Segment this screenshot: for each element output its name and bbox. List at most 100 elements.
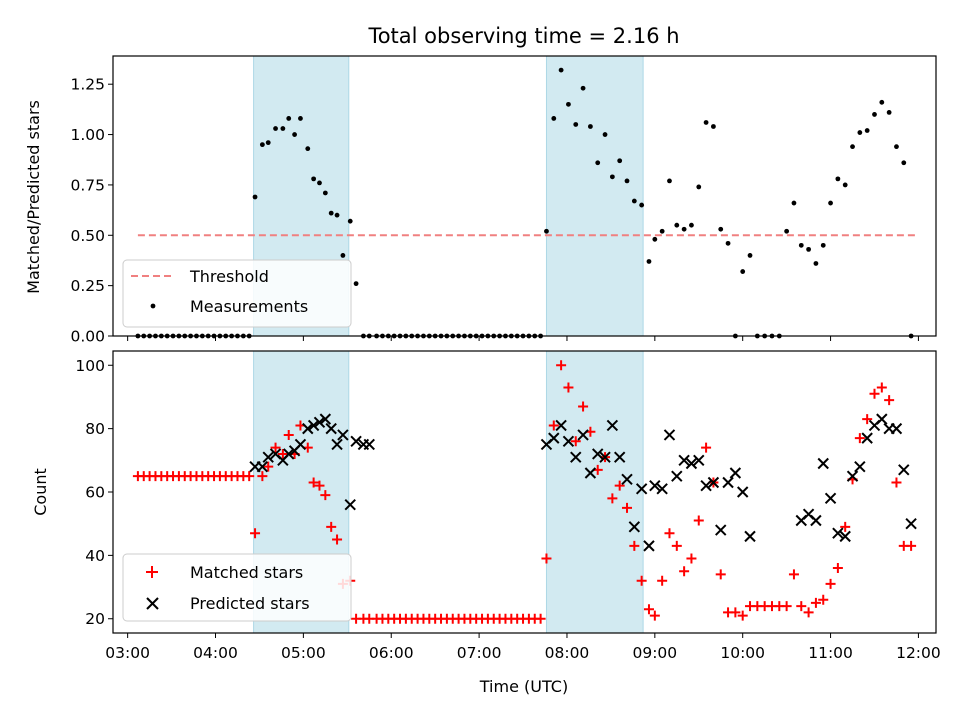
predicted-star-point xyxy=(584,467,597,479)
predicted-star-point xyxy=(890,422,903,435)
measurement-point xyxy=(725,240,731,246)
predicted-star-point xyxy=(693,454,705,467)
predicted-star-point xyxy=(715,524,727,536)
matched-star-point xyxy=(730,607,741,618)
predicted-star-point xyxy=(707,476,720,489)
bottom-x-axis-label: Time (UTC) xyxy=(479,677,568,696)
predicted-star-point xyxy=(283,448,295,460)
predicted-star-point xyxy=(729,467,742,479)
measurement-point xyxy=(689,222,694,228)
measurement-point xyxy=(259,142,265,148)
matched-star-point xyxy=(876,382,887,393)
measurement-point xyxy=(813,261,819,266)
measurement-point xyxy=(791,200,797,206)
y-tick-label: 0.50 xyxy=(70,227,105,245)
predicted-star-point xyxy=(744,530,756,543)
y-tick-label: 100 xyxy=(75,357,105,375)
x-tick-label: 11:00 xyxy=(808,644,853,662)
matched-star-point xyxy=(891,477,902,488)
predicted-star-point xyxy=(577,429,589,441)
predicted-star-point xyxy=(671,470,683,482)
matched-star-point xyxy=(277,448,288,459)
matched-star-point xyxy=(257,471,268,482)
matched-star-point xyxy=(840,521,851,532)
matched-star-point xyxy=(629,540,640,551)
predicted-star-point xyxy=(555,419,567,432)
bottom-legend: Matched stars Predicted stars xyxy=(122,553,352,622)
measurement-point xyxy=(328,210,334,216)
measurement-point xyxy=(747,253,753,258)
x-tick-label: 10:00 xyxy=(720,644,765,662)
y-tick-label: 0.75 xyxy=(70,176,105,194)
matched-star-point xyxy=(737,610,748,621)
measurement-point xyxy=(334,212,340,218)
measurement-point xyxy=(617,158,623,164)
predicted-star-point xyxy=(678,454,690,467)
measurement-point xyxy=(317,180,322,186)
matched-star-point xyxy=(283,429,294,440)
measurement-point xyxy=(587,124,593,129)
matched-star-point xyxy=(263,461,274,472)
measurement-point xyxy=(273,126,278,131)
predicted-star-point xyxy=(256,460,269,473)
measurement-point xyxy=(681,226,687,232)
matched-star-point xyxy=(332,534,343,545)
legend-predicted-swatch xyxy=(146,597,159,610)
measurement-point xyxy=(558,67,564,73)
matched-star-point xyxy=(657,575,668,586)
matched-star-point xyxy=(643,604,654,615)
predicted-star-point xyxy=(562,435,575,448)
matched-star-point xyxy=(664,528,675,539)
top-panel: 0.00 0.25 0.50 0.75 1.00 1.25 Total observing… xyxy=(24,24,937,346)
matched-star-point xyxy=(244,471,255,482)
measurement-point xyxy=(602,132,608,137)
matched-star-point xyxy=(832,563,843,574)
bottom-panel: 20 40 60 80 100 03:00 04:00 05:00 06:00 07:00 08:0… xyxy=(31,350,941,696)
top-legend: Threshold Measurements xyxy=(122,259,352,328)
y-tick-label: 1.25 xyxy=(70,76,105,94)
predicted-star-point xyxy=(861,432,873,444)
top-axes-frame xyxy=(112,55,937,337)
measurement-point xyxy=(872,112,877,117)
matched-star-point xyxy=(715,569,726,580)
top-ticks: 0.00 0.25 0.50 0.75 1.00 1.25 xyxy=(70,76,919,346)
measurement-point xyxy=(280,126,286,131)
predicted-star-point xyxy=(846,470,859,482)
measurement-point xyxy=(265,140,271,146)
y-tick-label: 80 xyxy=(85,420,105,438)
top-legend-box xyxy=(122,259,352,328)
measurement-point xyxy=(850,144,855,150)
measurement-point xyxy=(311,176,317,182)
measurement-point xyxy=(659,228,665,234)
predicted-star-point xyxy=(302,422,314,435)
legend-matched-label: Matched stars xyxy=(190,563,303,582)
predicted-star-point xyxy=(722,476,734,489)
matched-star-point xyxy=(686,553,697,564)
predicted-star-point xyxy=(262,451,274,463)
y-tick-label: 40 xyxy=(85,547,105,565)
measurement-point xyxy=(820,242,826,248)
predicted-star-point xyxy=(325,422,337,435)
matched-star-point xyxy=(788,569,799,580)
matched-star-point xyxy=(250,528,261,539)
measurement-point xyxy=(340,253,346,258)
legend-matched-swatch xyxy=(146,566,158,578)
predicted-star-point xyxy=(685,457,698,470)
matched-star-point xyxy=(906,540,917,551)
measurement-point xyxy=(740,269,746,274)
x-tick-label: 08:00 xyxy=(545,644,590,662)
measurement-point xyxy=(353,281,359,287)
matched-star-point xyxy=(701,442,712,453)
predicted-star-point xyxy=(656,483,668,495)
predicted-star-point xyxy=(663,429,676,441)
matched-star-point xyxy=(548,420,559,431)
measurement-point xyxy=(798,242,804,248)
predicted-star-point xyxy=(331,438,343,451)
measurement-point xyxy=(322,190,328,196)
measurement-point xyxy=(646,259,652,264)
x-tick-label: 07:00 xyxy=(457,644,502,662)
measurement-point xyxy=(711,124,716,129)
bottom-series xyxy=(132,360,917,624)
predicted-star-point xyxy=(810,514,822,527)
measurement-point xyxy=(901,160,907,166)
